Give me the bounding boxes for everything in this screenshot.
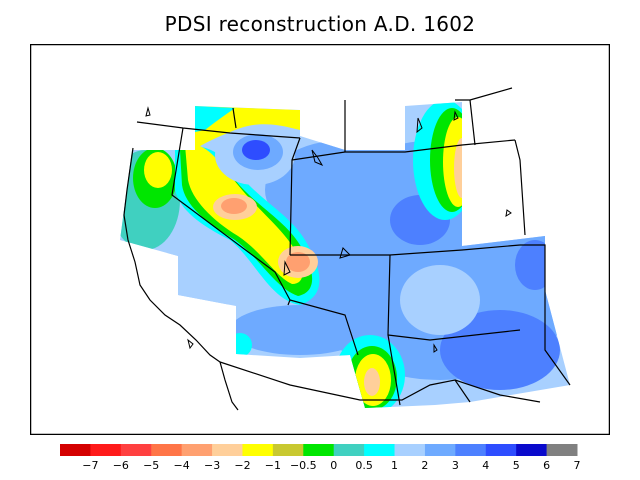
map-frame bbox=[30, 44, 610, 435]
color-scale-label: 4 bbox=[482, 459, 490, 472]
color-scale-label: 5 bbox=[512, 459, 520, 472]
color-scale-label: 2 bbox=[421, 459, 429, 472]
color-swatch bbox=[272, 444, 304, 456]
color-swatch bbox=[151, 444, 183, 456]
color-swatch bbox=[546, 444, 578, 456]
color-scale-label: −4 bbox=[173, 459, 190, 472]
color-swatch bbox=[394, 444, 426, 456]
color-swatch bbox=[212, 444, 243, 456]
color-scale-label: 0 bbox=[330, 459, 338, 472]
color-scale-label: 3 bbox=[451, 459, 459, 472]
color-swatch bbox=[516, 444, 548, 456]
lakes bbox=[145, 106, 512, 353]
color-swatch bbox=[60, 444, 91, 456]
color-scale-label: 7 bbox=[573, 459, 581, 472]
color-swatch bbox=[303, 444, 335, 456]
color-swatch bbox=[424, 444, 456, 456]
color-scale-label: −0.5 bbox=[289, 459, 317, 472]
color-scale-label: −7 bbox=[82, 459, 99, 472]
color-scale-label: −1 bbox=[264, 459, 281, 472]
color-swatch bbox=[120, 444, 152, 456]
color-swatch bbox=[364, 444, 396, 456]
state-boundaries bbox=[136, 87, 571, 406]
color-scale-bar bbox=[60, 444, 578, 456]
color-scale-label: −2 bbox=[234, 459, 251, 472]
color-scale-label: −6 bbox=[112, 459, 129, 472]
color-scale-label: −5 bbox=[143, 459, 160, 472]
color-scale-label: 0.5 bbox=[355, 459, 373, 472]
map-title: PDSI reconstruction A.D. 1602 bbox=[164, 12, 476, 36]
color-swatch bbox=[242, 444, 274, 456]
color-swatch bbox=[181, 444, 213, 456]
color-swatch bbox=[90, 444, 122, 456]
color-scale-label: 6 bbox=[543, 459, 551, 472]
color-swatch bbox=[455, 444, 487, 456]
color-scale-label: −3 bbox=[203, 459, 221, 472]
coastline bbox=[123, 147, 239, 411]
color-scale-label: 1 bbox=[391, 459, 398, 472]
color-swatch bbox=[485, 444, 517, 456]
color-swatch bbox=[333, 444, 365, 456]
